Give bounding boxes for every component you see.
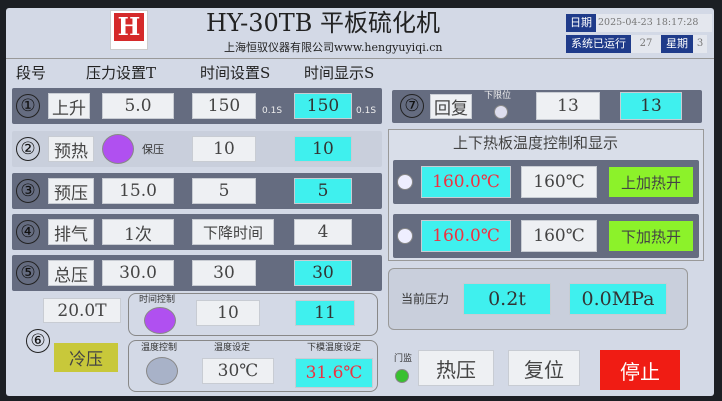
pressure-input[interactable]: 5.0	[102, 93, 174, 119]
temp-control-indicator[interactable]	[146, 357, 178, 385]
segment-number: ⑦	[400, 94, 424, 118]
hold-indicator[interactable]	[102, 134, 134, 164]
page-title: HY-30TB 平板硫化机	[206, 9, 441, 37]
pressure-panel: 当前压力 0.2t 0.0MPa	[388, 268, 688, 330]
reset-button[interactable]: 复位	[508, 350, 580, 386]
lower-temp-display: 31.6℃	[295, 358, 373, 388]
col-segment: 段号	[16, 64, 47, 82]
upper-heat-row: 160.0℃ 160℃ 上加热开	[393, 160, 699, 204]
upper-heat-button[interactable]: 上加热开	[609, 167, 693, 197]
segment-number: ③	[16, 179, 40, 203]
cold-temp-set-input[interactable]: 30℃	[202, 358, 274, 384]
segment-row-1: ① 上升 5.0 150 0.1S 150 0.1S	[12, 88, 382, 124]
time-display: 5	[294, 178, 352, 204]
lower-limit-indicator	[494, 105, 508, 119]
pressure-label: 当前压力	[401, 292, 450, 306]
lower-heat-row: 160.0℃ 160℃ 下加热开	[393, 214, 699, 258]
segment-row-5: ⑤ 总压 30.0 30 30	[12, 255, 382, 291]
time-set-input[interactable]: 30	[192, 260, 256, 286]
segment-number: ④	[16, 220, 40, 244]
segment-name: 回复	[430, 94, 472, 119]
company-subtitle: 上海恒驭仪器有限公司www.hengyuyiqi.cn	[224, 41, 443, 54]
lower-heat-indicator	[397, 228, 413, 244]
segment-number: ②	[16, 137, 40, 161]
date-label: 日期	[566, 14, 596, 32]
descent-time-input[interactable]: 4	[294, 219, 352, 245]
time-control-label: 时间控制	[139, 295, 176, 305]
time-display: 30	[294, 260, 352, 286]
runtime-label: 系统已运行	[566, 35, 631, 53]
cold-press-button[interactable]: 冷压	[54, 343, 118, 372]
upper-temp-actual: 160.0℃	[421, 166, 511, 198]
time-control-indicator[interactable]	[144, 307, 176, 334]
segment-name: 排气	[48, 219, 94, 245]
runtime-value: 27	[631, 35, 661, 53]
segment-number: ⑤	[16, 261, 40, 285]
hold-label: 保压	[142, 143, 164, 156]
exhaust-count-input[interactable]: 1次	[102, 219, 174, 245]
logo: H	[110, 10, 148, 50]
cold-time-set-input[interactable]: 10	[196, 300, 260, 326]
col-time-set: 时间设置S	[200, 64, 271, 82]
date-value: 2025-04-23 18:17:28	[596, 14, 712, 32]
time-set-input[interactable]: 5	[192, 178, 256, 204]
upper-heat-indicator	[397, 174, 413, 190]
temp-control-label: 温度控制	[141, 343, 178, 353]
segment-number: ⑥	[26, 329, 50, 353]
lower-temp-label: 下模温度设定	[307, 343, 362, 353]
door-monitor-label: 门监	[394, 354, 413, 364]
lower-temp-actual: 160.0℃	[421, 220, 511, 252]
cold-time-display: 11	[295, 300, 355, 326]
segment-row-2: ② 预热 保压 10 10	[12, 131, 382, 167]
unit-label: 0.1S	[356, 106, 377, 116]
segment-name: 预热	[48, 136, 94, 162]
col-time-display: 时间显示S	[304, 64, 375, 82]
segment-name: 预压	[48, 178, 94, 204]
lower-heat-button[interactable]: 下加热开	[609, 221, 693, 251]
weekday-value: 3	[693, 35, 707, 53]
hmi-screen: H HY-30TB 平板硫化机 上海恒驭仪器有限公司www.hengyuyiqi…	[6, 8, 714, 396]
segment-row-7: ⑦ 回复 下限位 13 13	[392, 90, 702, 123]
segment-row-3: ③ 预压 15.0 5 5	[12, 173, 382, 209]
temp-set-label: 温度设定	[214, 343, 251, 353]
heating-title: 上下热板温度控制和显示	[453, 134, 619, 152]
pressure-input[interactable]: 30.0	[102, 260, 174, 286]
segment-number: ①	[16, 94, 40, 118]
pressure-tons: 0.2t	[463, 283, 551, 315]
time-set-input[interactable]: 13	[536, 92, 600, 120]
header-divider	[6, 58, 714, 59]
descent-time-label: 下降时间	[192, 219, 274, 245]
time-display: 13	[620, 92, 682, 120]
segment-row-4: ④ 排气 1次 下降时间 4	[12, 214, 382, 250]
segment-name: 总压	[48, 260, 94, 286]
weekday-label: 星期	[661, 35, 693, 53]
hot-press-button[interactable]: 热压	[418, 350, 494, 386]
upper-temp-set[interactable]: 160℃	[521, 166, 597, 198]
cold-pressure-input[interactable]: 20.0T	[43, 298, 121, 323]
temp-control-panel: 温度控制 温度设定 30℃ 下模温度设定 31.6℃	[128, 340, 378, 392]
lower-limit-label: 下限位	[484, 91, 512, 101]
logo-letter: H	[114, 13, 144, 41]
door-monitor-indicator	[395, 369, 409, 383]
segment-name: 上升	[48, 93, 90, 119]
time-display: 10	[294, 136, 352, 162]
time-control-panel: 时间控制 10 11	[128, 293, 378, 336]
time-set-input[interactable]: 150	[192, 93, 256, 119]
stop-button[interactable]: 停止	[600, 350, 680, 390]
col-pressure: 压力设置T	[86, 64, 157, 82]
pressure-input[interactable]: 15.0	[102, 178, 174, 204]
lower-temp-set[interactable]: 160℃	[521, 220, 597, 252]
time-display: 150	[294, 93, 352, 119]
time-set-input[interactable]: 10	[192, 136, 256, 162]
heating-panel: 上下热板温度控制和显示 160.0℃ 160℃ 上加热开 160.0℃ 160℃…	[388, 129, 704, 261]
unit-label: 0.1S	[262, 106, 283, 116]
pressure-mpa: 0.0MPa	[569, 283, 667, 315]
